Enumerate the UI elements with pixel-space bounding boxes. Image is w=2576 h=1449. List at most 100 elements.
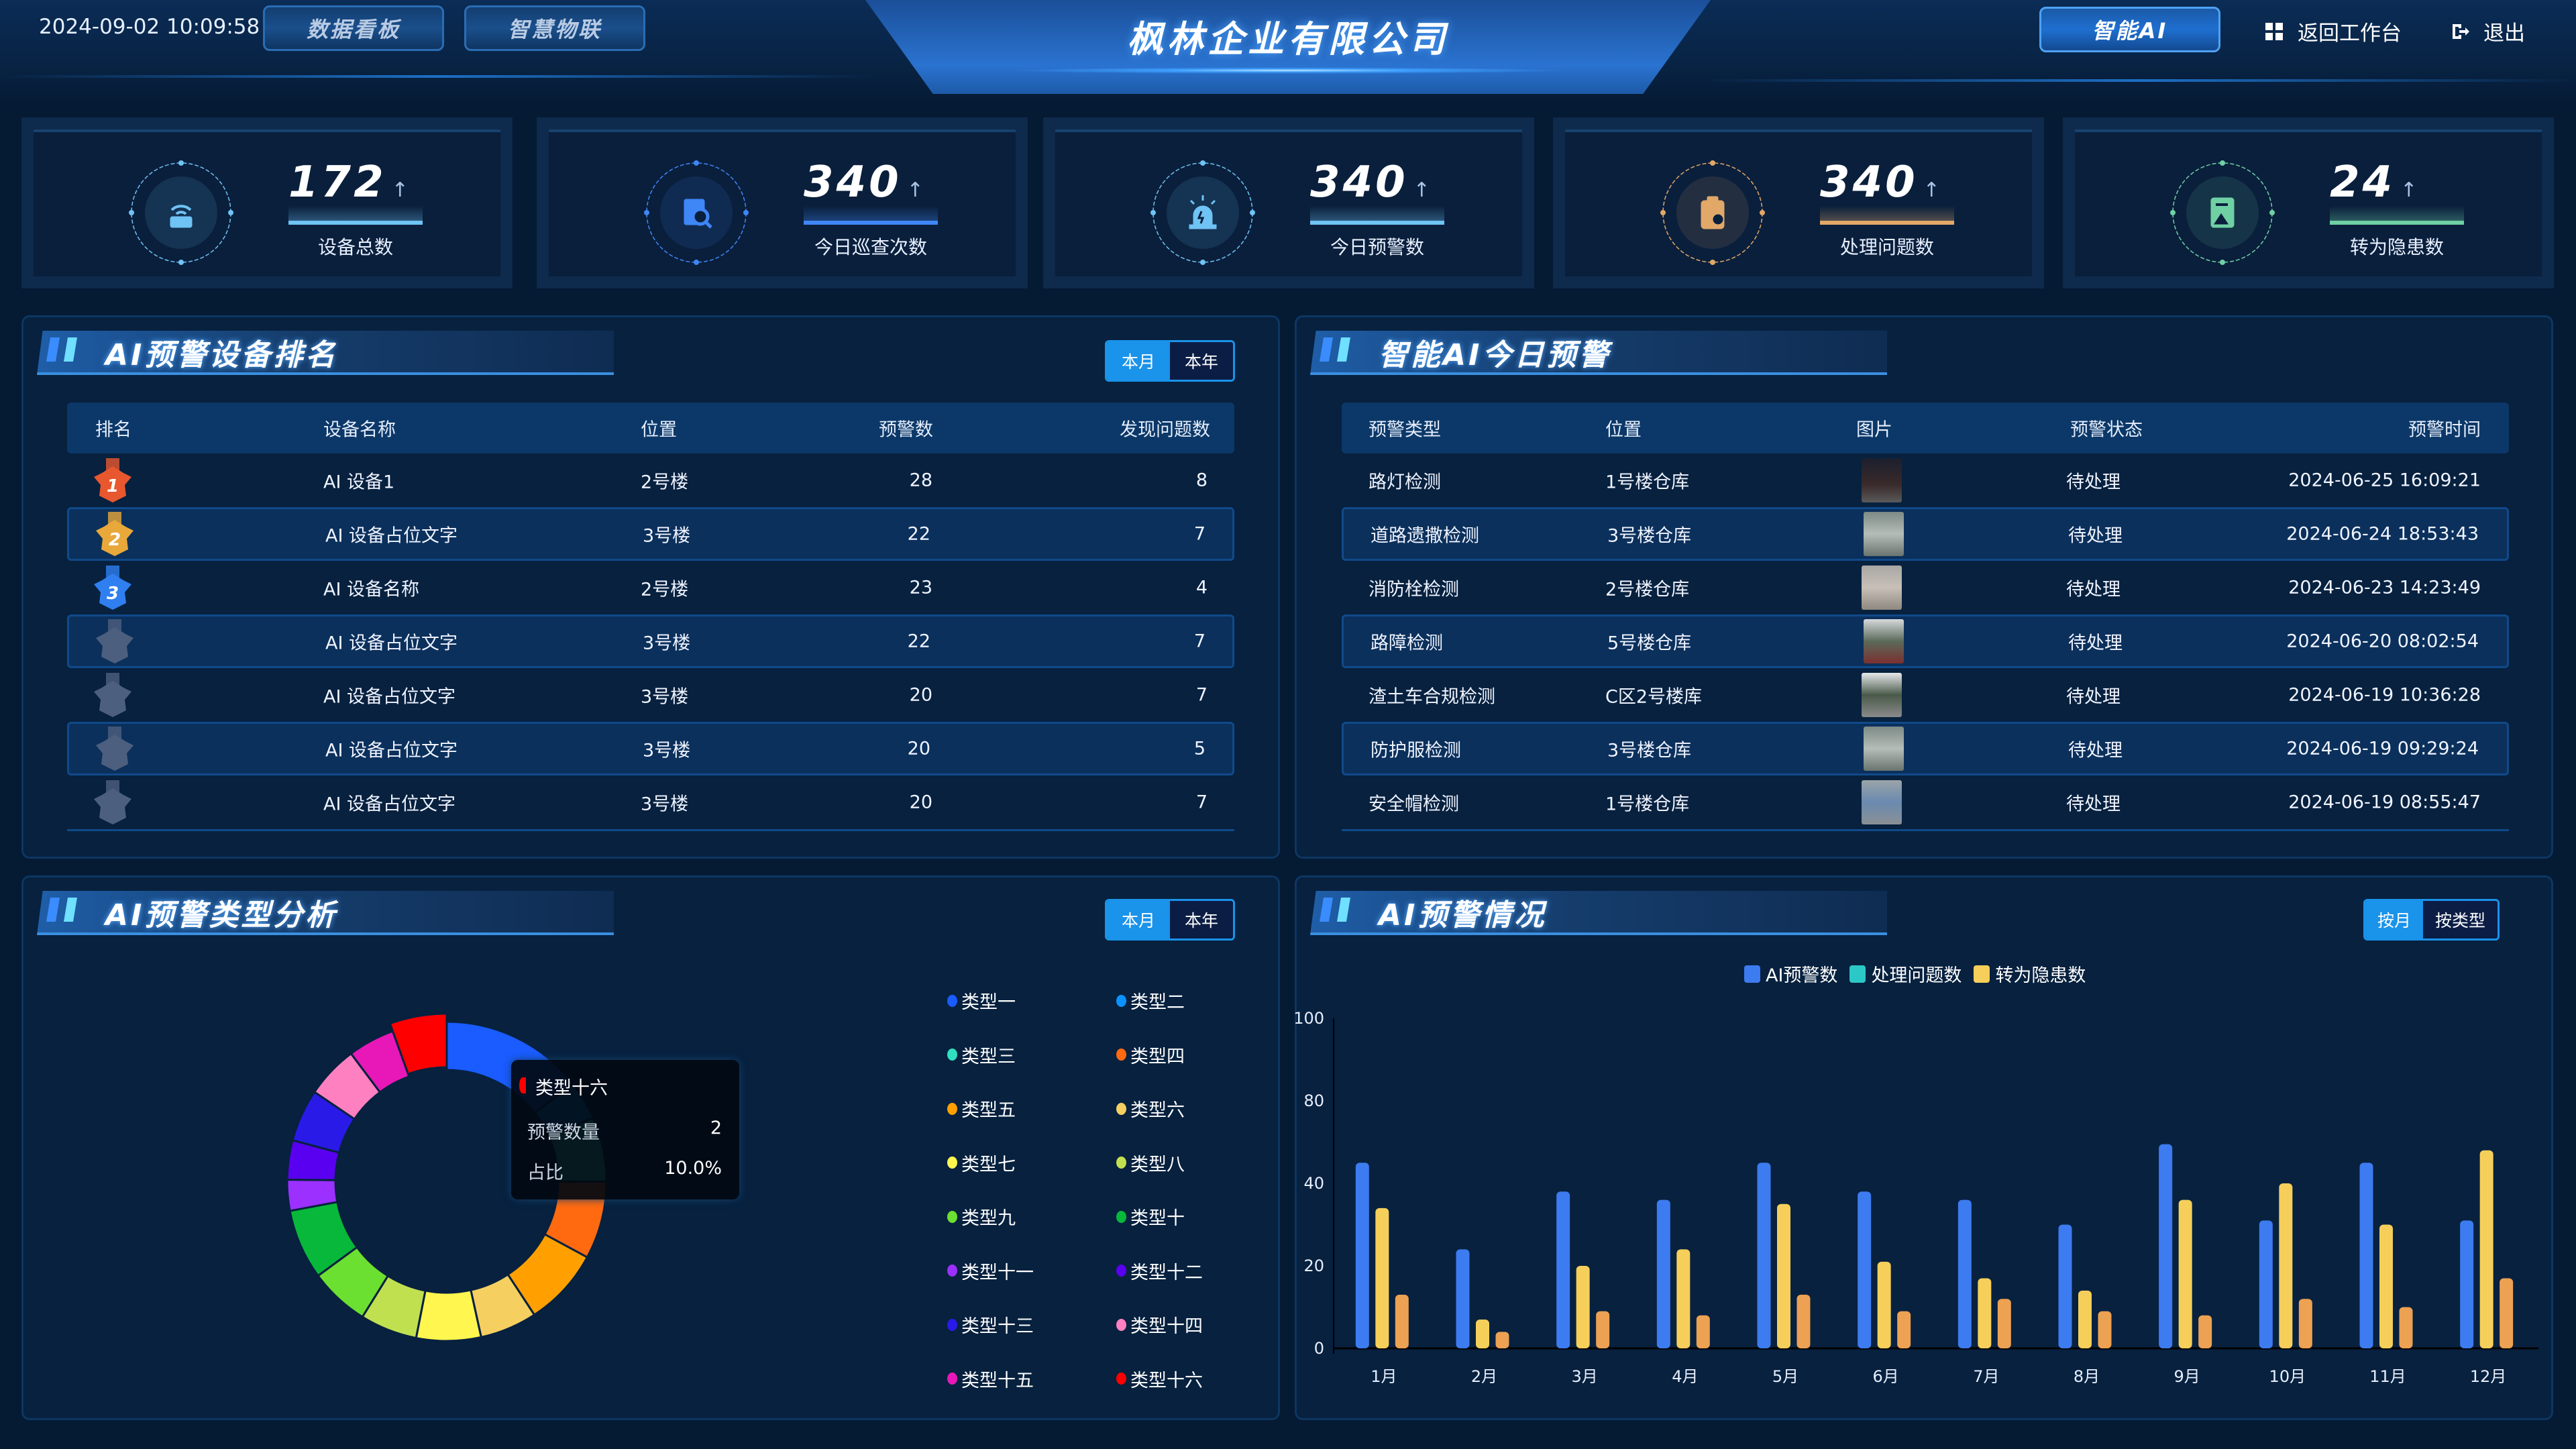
- arrow-up-icon: ↑: [1923, 178, 1943, 202]
- donut-slice-16[interactable]: [388, 1012, 448, 1075]
- smart-ai-button[interactable]: 智能AI: [2039, 7, 2220, 52]
- bar-8月-series-2[interactable]: [2078, 1290, 2092, 1348]
- bar-12月-series-1[interactable]: [2460, 1220, 2474, 1348]
- bar-9月-series-2[interactable]: [2178, 1199, 2192, 1348]
- alert-image-thumbnail[interactable]: [1862, 673, 1902, 717]
- table-row[interactable]: 2 AI 设备占位文字 3号楼 22 7: [67, 507, 1234, 561]
- table-row[interactable]: 道路遗撒检测 3号楼仓库 待处理 2024-06-24 18:53:43: [1342, 507, 2509, 561]
- legend-item[interactable]: 类型八: [1116, 1150, 1185, 1176]
- trend-mode-toggle[interactable]: 按月 按类型: [2363, 899, 2500, 941]
- bar-7月-series-2[interactable]: [1978, 1278, 1992, 1348]
- bar-12月-series-2[interactable]: [2479, 1150, 2493, 1348]
- toggle-this-year[interactable]: 本年: [1170, 342, 1234, 380]
- toggle-this-year[interactable]: 本年: [1170, 901, 1234, 938]
- bar-5月-series-2[interactable]: [1777, 1203, 1790, 1348]
- bar-3月-series-1[interactable]: [1556, 1191, 1570, 1348]
- nav-smart-iot[interactable]: 智慧物联: [464, 5, 645, 51]
- bar-2月-series-3[interactable]: [1495, 1332, 1509, 1348]
- legend-item[interactable]: 类型三: [947, 1042, 1016, 1068]
- toggle-this-month[interactable]: 本月: [1107, 901, 1171, 938]
- bar-3月-series-3[interactable]: [1596, 1311, 1610, 1348]
- bar-10月-series-2[interactable]: [2279, 1183, 2293, 1348]
- bar-12月-series-3[interactable]: [2500, 1278, 2514, 1348]
- bar-1月-series-2[interactable]: [1375, 1208, 1389, 1348]
- alert-time: 2024-06-19 08:55:47: [2288, 792, 2481, 813]
- toggle-by-month[interactable]: 按月: [2365, 901, 2424, 938]
- rank-medal-icon: 2: [96, 512, 133, 556]
- legend-item[interactable]: 类型十三: [947, 1311, 1034, 1338]
- toggle-this-month[interactable]: 本月: [1107, 342, 1171, 380]
- nav-data-dashboard[interactable]: 数据看板: [263, 5, 444, 51]
- legend-item[interactable]: 类型十六: [1116, 1366, 1203, 1392]
- ranking-period-toggle[interactable]: 本月 本年: [1105, 340, 1236, 382]
- donut-slice-7[interactable]: [415, 1289, 483, 1342]
- table-row[interactable]: AI 设备占位文字 3号楼 20 7: [67, 775, 1234, 829]
- legend-item[interactable]: 类型四: [1116, 1042, 1185, 1068]
- table-row[interactable]: 消防栓检测 2号楼仓库 待处理 2024-06-23 14:23:49: [1342, 561, 2509, 614]
- legend-item[interactable]: 类型二: [1116, 987, 1185, 1014]
- table-row[interactable]: 安全帽检测 1号楼仓库 待处理 2024-06-19 08:55:47: [1342, 775, 2509, 829]
- legend-item[interactable]: 类型十: [1116, 1203, 1185, 1230]
- table-row[interactable]: AI 设备占位文字 3号楼 22 7: [67, 614, 1234, 668]
- bar-4月-series-2[interactable]: [1676, 1249, 1690, 1348]
- legend-item[interactable]: 类型十一: [947, 1258, 1034, 1284]
- bar-4月-series-3[interactable]: [1696, 1315, 1710, 1348]
- legend-item[interactable]: 类型十五: [947, 1366, 1034, 1392]
- device-name: AI 设备名称: [323, 579, 420, 600]
- table-row[interactable]: AI 设备占位文字 3号楼 20 5: [67, 722, 1234, 775]
- bar-4月-series-1[interactable]: [1656, 1199, 1670, 1348]
- bar-5月-series-3[interactable]: [1796, 1295, 1811, 1348]
- bar-11月-series-2[interactable]: [2379, 1224, 2393, 1349]
- rank-medal-icon: 1: [94, 458, 131, 502]
- alert-time: 2024-06-19 10:36:28: [2288, 684, 2481, 706]
- table-row[interactable]: 路灯检测 1号楼仓库 待处理 2024-06-25 16:09:21: [1342, 453, 2509, 507]
- bar-8月-series-3[interactable]: [2098, 1311, 2112, 1348]
- bar-9月-series-1[interactable]: [2159, 1144, 2173, 1348]
- alert-image-thumbnail[interactable]: [1864, 727, 1904, 771]
- bar-8月-series-1[interactable]: [2058, 1224, 2072, 1349]
- table-row[interactable]: 1 AI 设备1 2号楼 28 8: [67, 453, 1234, 507]
- bar-5月-series-1[interactable]: [1757, 1163, 1771, 1348]
- legend-dot-icon: [1116, 1318, 1126, 1331]
- table-row[interactable]: 路障检测 5号楼仓库 待处理 2024-06-20 08:02:54: [1342, 614, 2509, 668]
- bar-7月-series-3[interactable]: [1997, 1299, 2011, 1348]
- legend-item[interactable]: 类型七: [947, 1150, 1016, 1176]
- legend-item[interactable]: 类型九: [947, 1203, 1016, 1230]
- bar-3月-series-2[interactable]: [1576, 1266, 1590, 1348]
- bar-1月-series-3[interactable]: [1395, 1295, 1409, 1348]
- bar-1月-series-1[interactable]: [1355, 1163, 1369, 1348]
- alert-image-thumbnail[interactable]: [1862, 458, 1902, 502]
- toggle-by-type[interactable]: 按类型: [2423, 901, 2498, 938]
- bar-11月-series-1[interactable]: [2359, 1163, 2373, 1348]
- table-row[interactable]: AI 设备占位文字 3号楼 20 7: [67, 668, 1234, 722]
- bar-7月-series-1[interactable]: [1957, 1199, 1972, 1348]
- bar-6月-series-1[interactable]: [1858, 1191, 1872, 1348]
- type-period-toggle[interactable]: 本月 本年: [1105, 899, 1236, 941]
- legend-item[interactable]: 类型十二: [1116, 1258, 1203, 1284]
- workbench-link[interactable]: 返回工作台: [2264, 16, 2402, 46]
- legend-item[interactable]: 转为隐患数: [1974, 961, 2086, 987]
- bar-6月-series-3[interactable]: [1897, 1311, 1911, 1348]
- alert-image-thumbnail[interactable]: [1864, 619, 1904, 663]
- legend-item[interactable]: 类型六: [1116, 1095, 1185, 1122]
- legend-item[interactable]: 类型五: [947, 1095, 1016, 1122]
- logout-link[interactable]: 退出: [2450, 16, 2525, 46]
- legend-item[interactable]: 类型十四: [1116, 1311, 1203, 1338]
- page-title: 枫林企业有限公司: [1127, 18, 1449, 60]
- bar-11月-series-3[interactable]: [2399, 1307, 2413, 1349]
- table-row[interactable]: 渣土车合规检测 C区2号楼库 待处理 2024-06-19 10:36:28: [1342, 668, 2509, 722]
- alert-image-thumbnail[interactable]: [1864, 512, 1904, 556]
- bar-2月-series-2[interactable]: [1476, 1319, 1489, 1348]
- legend-item[interactable]: AI预警数: [1744, 961, 1837, 987]
- bar-9月-series-3[interactable]: [2198, 1315, 2212, 1348]
- legend-item[interactable]: 处理问题数: [1849, 961, 1962, 987]
- bar-10月-series-3[interactable]: [2298, 1299, 2312, 1348]
- bar-6月-series-2[interactable]: [1877, 1261, 1891, 1348]
- alert-image-thumbnail[interactable]: [1862, 566, 1902, 610]
- table-row[interactable]: 防护服检测 3号楼仓库 待处理 2024-06-19 09:29:24: [1342, 722, 2509, 775]
- bar-2月-series-1[interactable]: [1456, 1249, 1470, 1348]
- legend-item[interactable]: 类型一: [947, 987, 1016, 1014]
- bar-10月-series-1[interactable]: [2259, 1220, 2273, 1348]
- alert-image-thumbnail[interactable]: [1862, 780, 1902, 824]
- table-row[interactable]: 3 AI 设备名称 2号楼 23 4: [67, 561, 1234, 614]
